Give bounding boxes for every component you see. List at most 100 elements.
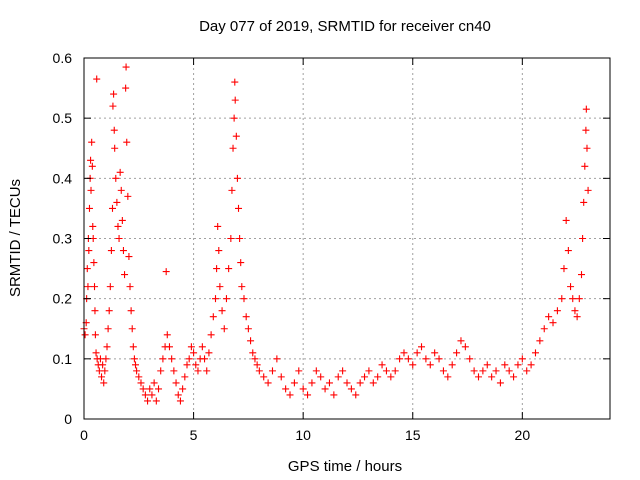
data-point <box>194 367 202 375</box>
data-point <box>187 343 195 351</box>
data-point <box>231 96 239 104</box>
data-point <box>128 325 136 333</box>
x-tick-label: 10 <box>295 427 311 443</box>
data-point <box>582 126 590 134</box>
data-point <box>98 373 106 381</box>
data-point <box>122 63 130 71</box>
data-point <box>527 361 535 369</box>
data-point <box>365 367 373 375</box>
data-point <box>514 361 522 369</box>
data-point <box>93 75 101 83</box>
data-point <box>233 174 241 182</box>
data-point <box>216 283 224 291</box>
data-point <box>277 373 285 381</box>
data-point <box>308 379 316 387</box>
data-point <box>361 373 369 381</box>
data-point <box>218 307 226 315</box>
data-point <box>100 379 108 387</box>
data-point <box>321 385 329 393</box>
x-tick-label: 0 <box>80 427 88 443</box>
data-point <box>488 373 496 381</box>
data-point <box>369 379 377 387</box>
data-point <box>203 367 211 375</box>
data-point <box>232 132 240 140</box>
data-point <box>567 283 575 291</box>
data-point <box>228 186 236 194</box>
data-point <box>247 337 255 345</box>
data-point <box>84 283 92 291</box>
data-point <box>220 325 228 333</box>
x-axis-label: GPS time / hours <box>288 458 402 475</box>
data-point <box>132 361 140 369</box>
data-point <box>255 367 263 375</box>
data-point <box>501 361 509 369</box>
data-point <box>422 355 430 363</box>
data-point <box>135 373 143 381</box>
data-point <box>102 355 110 363</box>
data-point <box>190 349 198 357</box>
data-point <box>453 349 461 357</box>
data-point <box>227 235 235 242</box>
data-point <box>584 186 592 194</box>
x-tick-label: 20 <box>515 427 531 443</box>
data-point <box>273 355 281 363</box>
data-point <box>431 349 439 357</box>
data-point <box>581 162 589 170</box>
data-point <box>334 373 342 381</box>
data-point <box>117 186 125 194</box>
data-point <box>249 349 257 357</box>
data-point <box>282 385 290 393</box>
data-point <box>461 343 469 351</box>
data-point <box>240 295 248 303</box>
y-tick-label: 0.5 <box>53 110 73 126</box>
data-point <box>91 331 99 339</box>
data-point <box>231 78 239 86</box>
data-point <box>201 355 209 363</box>
data-point <box>141 391 149 399</box>
data-point <box>244 325 252 333</box>
x-tick-labels: 0 5 10 15 20 <box>80 427 530 443</box>
data-point <box>108 204 116 212</box>
data-point <box>317 373 325 381</box>
data-point <box>312 367 320 375</box>
data-point <box>229 144 237 152</box>
data-point <box>222 295 230 303</box>
x-tick-label: 15 <box>405 427 421 443</box>
data-point <box>400 349 408 357</box>
data-point <box>304 391 312 399</box>
data-point <box>91 283 99 291</box>
data-point <box>99 361 107 369</box>
data-point <box>230 114 238 122</box>
data-point <box>582 105 590 113</box>
data-point <box>510 373 518 381</box>
data-point <box>101 367 109 375</box>
data-point <box>209 313 217 321</box>
data-point <box>448 361 456 369</box>
data-point <box>238 283 246 291</box>
data-point <box>235 204 243 212</box>
data-point <box>174 391 182 399</box>
data-points <box>80 63 592 405</box>
data-point <box>113 198 121 206</box>
data-point <box>85 204 93 212</box>
data-point <box>103 343 111 351</box>
data-point <box>251 355 259 363</box>
data-point <box>253 361 261 369</box>
data-point <box>299 385 307 393</box>
data-point <box>496 379 504 387</box>
data-point <box>114 222 122 230</box>
data-point <box>130 355 138 363</box>
data-point <box>155 385 163 393</box>
data-point <box>159 355 167 363</box>
data-point <box>90 259 98 267</box>
data-point <box>105 307 113 315</box>
data-point <box>470 367 478 375</box>
data-point <box>170 367 178 375</box>
data-point <box>575 295 583 303</box>
data-point <box>558 295 566 303</box>
data-point <box>352 391 360 399</box>
data-point <box>127 307 135 315</box>
data-point <box>418 343 426 351</box>
data-point <box>172 379 180 387</box>
data-point <box>165 343 173 351</box>
